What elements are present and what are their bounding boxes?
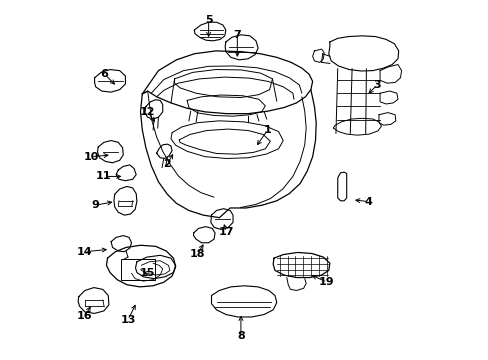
Text: 1: 1 (264, 125, 271, 135)
Text: 5: 5 (204, 15, 212, 26)
Text: 2: 2 (163, 159, 171, 169)
Text: 7: 7 (233, 30, 241, 40)
Text: 18: 18 (190, 248, 205, 258)
Text: 13: 13 (120, 315, 135, 325)
Text: 14: 14 (77, 247, 93, 257)
Text: 17: 17 (218, 227, 234, 237)
Text: 12: 12 (140, 107, 155, 117)
Text: 6: 6 (101, 69, 108, 79)
Text: 11: 11 (96, 171, 111, 181)
Text: 8: 8 (237, 331, 244, 341)
Text: 10: 10 (83, 152, 99, 162)
Text: 3: 3 (373, 80, 380, 90)
Bar (121, 259, 155, 280)
Text: 19: 19 (319, 277, 334, 287)
Text: 4: 4 (364, 197, 371, 207)
Text: 15: 15 (140, 268, 155, 278)
Text: 16: 16 (77, 311, 93, 321)
Text: 9: 9 (92, 200, 100, 210)
